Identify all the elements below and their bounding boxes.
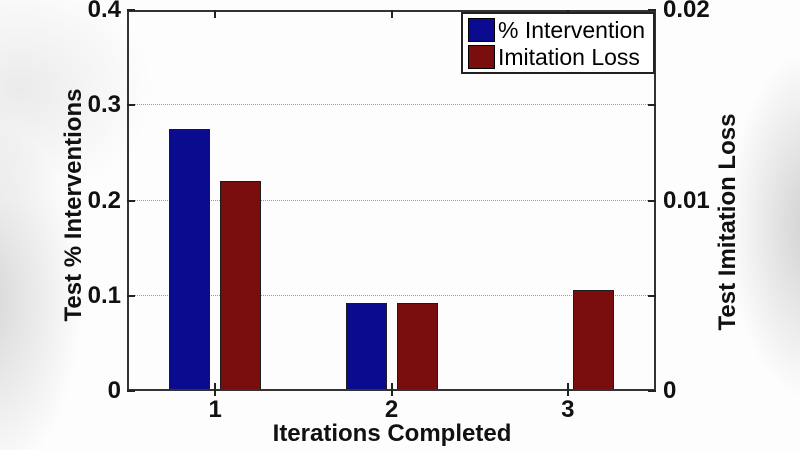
legend-item-imitation-loss: Imitation Loss bbox=[468, 43, 653, 70]
y-right-tick-label: 0.02 bbox=[663, 0, 710, 23]
right-tick bbox=[648, 294, 656, 297]
legend-label-intervention: % Intervention bbox=[498, 16, 646, 43]
bottom-tick bbox=[566, 383, 569, 396]
right-tick bbox=[648, 199, 656, 202]
x-tick-label: 3 bbox=[561, 396, 575, 423]
y-left-tick-label: 0.4 bbox=[87, 0, 121, 23]
right-tick bbox=[648, 9, 656, 11]
top-tick bbox=[214, 10, 217, 18]
y-left-tick-label: 0 bbox=[107, 377, 121, 404]
y-right-tick-label: 0 bbox=[663, 377, 677, 404]
left-tick bbox=[127, 294, 135, 297]
legend-label-imitation-loss: Imitation Loss bbox=[498, 43, 640, 70]
left-tick bbox=[127, 104, 135, 107]
gridline-0.1 bbox=[127, 294, 656, 296]
right-axis-title: Test Imitation Loss bbox=[714, 113, 741, 331]
legend-swatch-red bbox=[468, 44, 495, 69]
gridline-0.3 bbox=[127, 104, 656, 106]
y-left-tick-label: 0.3 bbox=[87, 91, 121, 119]
right-tick bbox=[648, 104, 656, 107]
bar-imitation-loss-2 bbox=[396, 303, 438, 391]
x-tick-label: 2 bbox=[384, 396, 399, 423]
bar--intervention-2 bbox=[345, 303, 387, 391]
top-tick bbox=[390, 10, 393, 18]
x-axis-title: Iterations Completed bbox=[272, 420, 512, 447]
x-tick-label: 1 bbox=[208, 396, 222, 423]
legend: % Intervention Imitation Loss bbox=[461, 12, 655, 74]
bottom-tick bbox=[214, 383, 217, 396]
bar-imitation-loss-1 bbox=[220, 181, 262, 391]
left-tick bbox=[127, 390, 135, 392]
gridline-0.2 bbox=[127, 199, 656, 201]
legend-item-intervention: % Intervention bbox=[468, 16, 653, 43]
left-tick bbox=[127, 9, 135, 11]
y-left-tick-label: 0.1 bbox=[87, 281, 121, 309]
bottom-tick bbox=[390, 383, 393, 396]
right-tick bbox=[648, 390, 656, 392]
y-right-tick-label: 0.01 bbox=[663, 186, 710, 214]
left-tick bbox=[127, 199, 135, 202]
y-left-tick-label: 0.2 bbox=[87, 186, 121, 214]
bar-imitation-loss-3 bbox=[572, 290, 614, 391]
legend-swatch-blue bbox=[468, 17, 495, 42]
bar--intervention-1 bbox=[169, 129, 211, 391]
